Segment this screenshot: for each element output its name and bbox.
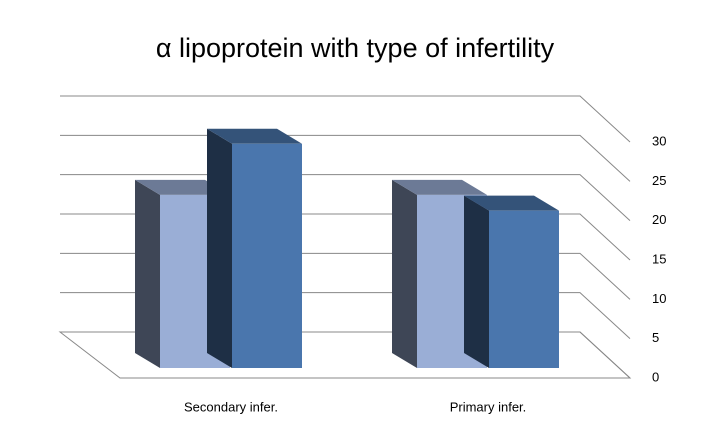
y-tick-label: 10 xyxy=(652,291,666,306)
y-tick-label: 5 xyxy=(652,330,659,345)
bar-top xyxy=(464,195,559,211)
bar xyxy=(232,143,302,368)
bar-top xyxy=(207,128,302,144)
grid-line xyxy=(60,95,631,143)
x-tick-label: Secondary infer. xyxy=(184,399,278,414)
bar-side xyxy=(392,179,417,368)
y-tick-label: 30 xyxy=(652,133,666,148)
bar-top xyxy=(135,179,230,195)
bar-side xyxy=(464,195,489,368)
y-tick-label: 15 xyxy=(652,251,666,266)
y-tick-label: 25 xyxy=(652,173,666,188)
bar-side xyxy=(207,128,232,368)
y-tick-label: 0 xyxy=(652,369,659,384)
chart-title: α lipoprotein with type of infertility xyxy=(156,33,555,63)
bar xyxy=(489,210,559,368)
bar-top xyxy=(392,179,487,195)
bar-side xyxy=(135,179,160,368)
x-tick-label: Primary infer. xyxy=(450,399,527,414)
y-tick-label: 20 xyxy=(652,212,666,227)
